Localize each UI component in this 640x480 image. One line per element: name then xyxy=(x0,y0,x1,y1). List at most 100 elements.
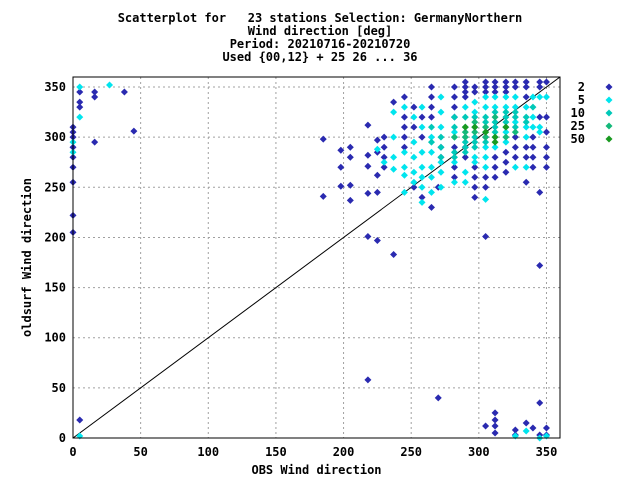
data-point xyxy=(522,78,530,86)
data-point xyxy=(502,128,510,136)
data-point xyxy=(511,133,519,141)
data-point xyxy=(373,188,381,196)
data-point xyxy=(410,113,418,121)
data-point xyxy=(536,188,544,196)
legend-marker xyxy=(605,96,613,104)
data-point xyxy=(76,113,84,121)
data-point xyxy=(542,163,550,171)
data-points xyxy=(69,78,550,442)
data-point xyxy=(437,143,445,151)
data-point xyxy=(491,173,499,181)
data-point xyxy=(511,93,519,101)
data-point xyxy=(450,133,458,141)
data-point xyxy=(450,113,458,121)
data-point xyxy=(536,93,544,101)
data-point xyxy=(91,138,99,146)
data-point xyxy=(491,83,499,91)
data-point xyxy=(450,103,458,111)
data-point xyxy=(482,163,490,171)
data-point xyxy=(418,163,426,171)
data-point xyxy=(511,143,519,151)
data-point xyxy=(491,93,499,101)
data-point xyxy=(450,163,458,171)
data-point xyxy=(410,168,418,176)
data-point xyxy=(337,146,345,154)
data-point xyxy=(461,168,469,176)
data-point xyxy=(437,133,445,141)
data-point xyxy=(522,93,530,101)
data-point xyxy=(437,123,445,131)
data-point xyxy=(437,153,445,161)
data-point xyxy=(364,151,372,159)
chart-title-line-1: Scatterplot for 23 stations Selection: G… xyxy=(117,11,523,25)
legend-marker xyxy=(605,135,613,143)
data-point xyxy=(364,121,372,129)
data-point xyxy=(390,250,398,258)
data-point xyxy=(461,178,469,186)
data-point xyxy=(427,123,435,131)
data-point xyxy=(380,143,388,151)
data-point xyxy=(482,138,490,146)
data-point xyxy=(482,88,490,96)
data-point xyxy=(400,188,408,196)
data-point xyxy=(491,128,499,136)
data-point xyxy=(418,123,426,131)
y-tick-label: 350 xyxy=(44,80,66,94)
data-point xyxy=(410,178,418,186)
legend-marker xyxy=(605,109,613,117)
data-point xyxy=(461,88,469,96)
data-point xyxy=(529,153,537,161)
data-point xyxy=(529,113,537,121)
data-point xyxy=(536,83,544,91)
data-point xyxy=(522,113,530,121)
data-point xyxy=(400,133,408,141)
data-point xyxy=(461,143,469,151)
data-point xyxy=(427,138,435,146)
data-point xyxy=(511,113,519,121)
data-point xyxy=(461,138,469,146)
data-point xyxy=(400,123,408,131)
data-point xyxy=(511,426,519,434)
data-point xyxy=(491,143,499,151)
data-point xyxy=(471,158,479,166)
data-point xyxy=(542,153,550,161)
legend-label: 5 xyxy=(578,93,585,107)
x-tick-label: 100 xyxy=(197,445,219,459)
data-point xyxy=(482,232,490,240)
data-point xyxy=(471,183,479,191)
data-point xyxy=(529,123,537,131)
data-point xyxy=(427,148,435,156)
data-point xyxy=(529,133,537,141)
data-point xyxy=(380,153,388,161)
data-point xyxy=(437,168,445,176)
data-point xyxy=(536,78,544,86)
x-tick-label: 300 xyxy=(468,445,490,459)
data-point xyxy=(491,409,499,417)
data-point xyxy=(364,189,372,197)
data-point xyxy=(373,145,381,153)
data-point xyxy=(346,153,354,161)
data-point xyxy=(502,108,510,116)
data-point xyxy=(76,83,84,91)
data-point xyxy=(346,196,354,204)
data-point xyxy=(461,153,469,161)
data-point xyxy=(536,128,544,136)
data-point xyxy=(450,153,458,161)
y-axis-label: oldsurf Wind direction xyxy=(20,178,34,337)
data-point xyxy=(400,143,408,151)
chart-title-line-2: Wind direction [deg] xyxy=(247,24,393,38)
data-point xyxy=(427,203,435,211)
data-point xyxy=(427,83,435,91)
y-tick-label: 100 xyxy=(44,331,66,345)
data-point xyxy=(502,78,510,86)
data-point xyxy=(434,394,442,402)
data-point xyxy=(76,88,84,96)
data-point xyxy=(522,153,530,161)
data-point xyxy=(491,153,499,161)
legend-label: 50 xyxy=(571,132,585,146)
data-point xyxy=(511,103,519,111)
data-point xyxy=(450,93,458,101)
data-point xyxy=(482,183,490,191)
data-point xyxy=(418,133,426,141)
data-point xyxy=(410,123,418,131)
